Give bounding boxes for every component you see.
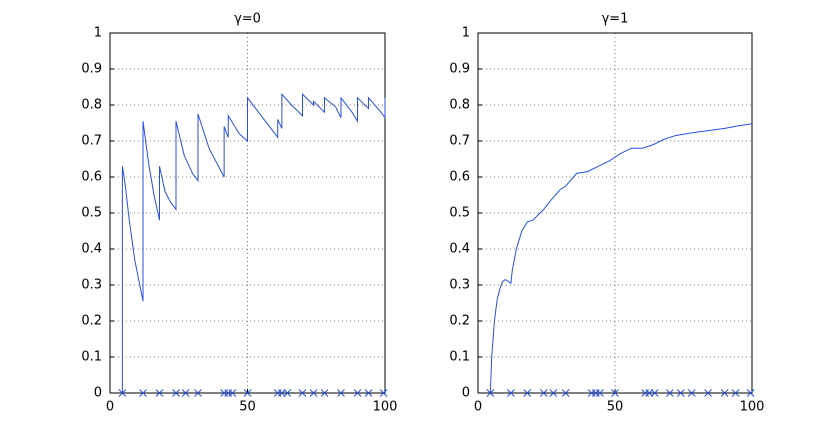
x-marker: [139, 389, 147, 397]
data-line: [121, 92, 386, 393]
x-marker: [611, 389, 619, 397]
x-marker: [549, 389, 558, 397]
x-marker: [228, 389, 237, 397]
y-tick-label: 0.3: [81, 278, 102, 293]
x-marker: [650, 389, 659, 397]
x-marker: [118, 389, 127, 397]
y-tick-label: 0.4: [81, 242, 102, 257]
x-marker: [645, 389, 654, 397]
y-tick-label: 0.2: [81, 314, 102, 329]
x-marker: [539, 389, 548, 397]
y-tick-label: 0.7: [449, 134, 470, 149]
x-marker: [665, 389, 674, 397]
x-marker: [507, 389, 515, 397]
x-marker: [596, 389, 604, 397]
x-tick-label: 0: [106, 400, 114, 415]
x-tick-label: 100: [373, 400, 398, 415]
x-marker: [155, 389, 164, 397]
y-tick-label: 0.5: [449, 206, 470, 221]
y-tick-label: 0.8: [449, 98, 470, 113]
x-marker: [298, 389, 307, 397]
x-marker: [561, 389, 570, 397]
subplot-title: γ=0: [234, 12, 261, 27]
x-marker: [243, 389, 252, 397]
x-marker: [181, 389, 190, 397]
x-marker: [704, 389, 713, 397]
y-tick-label: 0.7: [81, 134, 102, 149]
x-marker: [746, 389, 755, 397]
x-marker: [337, 389, 345, 397]
x-tick-label: 50: [607, 400, 624, 415]
x-marker: [309, 389, 318, 397]
x-marker: [676, 389, 685, 397]
x-marker: [379, 389, 388, 397]
x-tick-label: 0: [474, 400, 482, 415]
x-marker: [687, 389, 696, 397]
x-marker: [172, 389, 180, 397]
y-tick-label: 0.8: [81, 98, 102, 113]
y-tick-label: 0.6: [449, 170, 470, 185]
x-marker: [353, 389, 362, 397]
y-tick-label: 0.3: [449, 278, 470, 293]
y-tick-label: 0.9: [81, 62, 102, 77]
x-marker: [720, 389, 729, 397]
y-tick-label: 0: [462, 386, 470, 401]
y-tick-label: 0.5: [81, 206, 102, 221]
x-marker: [486, 389, 495, 397]
x-marker: [731, 389, 740, 397]
x-tick-label: 100: [740, 400, 765, 415]
x-marker: [194, 389, 202, 397]
x-tick-label: 50: [239, 400, 256, 415]
y-tick-label: 0.4: [449, 242, 470, 257]
y-tick-label: 0.9: [449, 62, 470, 77]
y-tick-label: 1: [462, 26, 470, 41]
y-tick-label: 0.6: [81, 170, 102, 185]
x-marker: [320, 389, 329, 397]
y-tick-label: 0.2: [449, 314, 470, 329]
x-marker: [523, 389, 532, 397]
subplot-title: γ=1: [602, 12, 629, 27]
x-marker: [278, 389, 286, 397]
y-tick-label: 1: [94, 26, 102, 41]
x-marker: [283, 389, 292, 397]
y-tick-label: 0: [94, 386, 102, 401]
y-tick-label: 0.1: [449, 350, 470, 365]
x-marker: [364, 389, 373, 397]
data-line: [489, 123, 753, 394]
y-tick-label: 0.1: [81, 350, 102, 365]
